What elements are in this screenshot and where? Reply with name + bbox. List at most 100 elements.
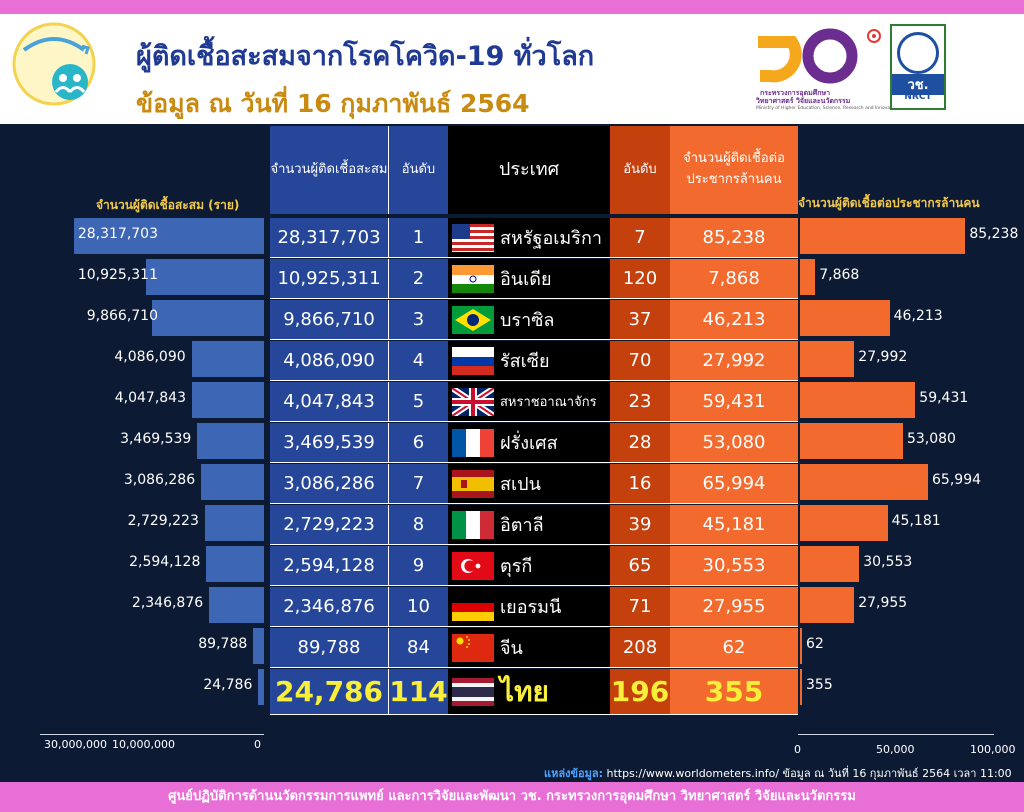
per-million-bar	[800, 300, 890, 336]
cases-bar	[145, 259, 264, 295]
right-x-axis	[798, 734, 994, 735]
italy-flag-icon	[452, 510, 494, 539]
cell-rank-per-million: 28	[610, 423, 670, 463]
right-tick-3: 100,000	[970, 743, 1016, 756]
cell-per-million: 62	[670, 628, 798, 668]
per-million-bar-label: 62	[806, 636, 824, 652]
page-subtitle: ข้อมูล ณ วันที่ 16 กุมภาพันธ์ 2564	[136, 89, 530, 118]
table-row: 3,086,286 7 สเปน 16 65,994	[270, 464, 798, 504]
per-million-bar	[800, 546, 860, 582]
cases-bar	[258, 669, 264, 705]
brazil-flag-icon	[452, 305, 494, 334]
cell-country: เยอรมนี	[448, 587, 610, 627]
left-tick-1: 30,000,000	[44, 738, 107, 751]
cell-per-million: 27,992	[670, 341, 798, 381]
nrct-seal-icon	[897, 32, 939, 74]
cell-rank: 6	[388, 423, 448, 463]
cell-rank-per-million: 208	[610, 628, 670, 668]
cell-rank: 3	[388, 300, 448, 340]
nrct-english: NRCT	[904, 92, 932, 102]
cases-bar-label: 10,925,311	[77, 267, 158, 283]
cell-rank: 84	[388, 628, 448, 668]
right-axis-title: จำนวนผู้ติดเชื้อต่อประชากรล้านคน	[798, 196, 980, 210]
header-country: ประเทศ	[448, 126, 610, 214]
table-row: 4,086,090 4 รัสเซีย 70 27,992	[270, 341, 798, 381]
per-million-bar	[800, 587, 855, 623]
per-million-bar-label: 46,213	[893, 308, 943, 324]
left-tick-3: 0	[254, 738, 261, 751]
country-name: อินเดีย	[500, 269, 552, 290]
source-label: แหล่งข้อมูล:	[544, 767, 603, 780]
table-row: 9,866,710 3 บราซิล 37 46,213	[270, 300, 798, 340]
people-globe-icon	[12, 22, 96, 106]
header-cumulative: จำนวนผู้ติดเชื้อสะสม	[270, 126, 388, 214]
cell-cases: 3,469,539	[270, 423, 388, 463]
per-million-bar	[800, 423, 903, 459]
cases-bar-label: 4,047,843	[114, 390, 186, 406]
cell-rank: 2	[388, 259, 448, 299]
ministry-name-2: วิทยาศาสตร์ วิจัยและนวัตกรรม	[756, 97, 851, 105]
per-million-bar-label: 85,238	[969, 226, 1019, 242]
cases-bar-label: 2,346,876	[131, 595, 204, 611]
cases-bar	[197, 423, 264, 459]
cell-rank: 9	[388, 546, 448, 586]
per-million-bar-label: 27,955	[858, 595, 908, 611]
cases-bar	[192, 382, 264, 418]
header-per-million: จำนวนผู้ติดเชื้อต่อประชากรล้านคน	[670, 126, 798, 214]
usa-flag-icon	[452, 223, 494, 252]
cell-rank-per-million: 37	[610, 300, 670, 340]
cell-per-million: 59,431	[670, 382, 798, 422]
cell-country: สหรัฐอเมริกา	[448, 218, 610, 258]
germany-flag-icon	[452, 592, 494, 621]
cell-cases: 2,729,223	[270, 505, 388, 545]
country-name: เยอรมนี	[500, 597, 562, 618]
per-million-bar	[800, 218, 966, 254]
header-rank-per-million: อันดับ	[610, 126, 670, 214]
country-name: อิตาลี	[500, 515, 544, 536]
cases-bar-label: 9,866,710	[86, 308, 158, 324]
top-band	[0, 0, 1024, 14]
country-name: ไทย	[500, 674, 549, 708]
nrct-thai: วช.	[892, 74, 944, 95]
per-million-bar-label: 59,431	[919, 390, 969, 406]
data-table: จำนวนผู้ติดเชื้อสะสม อันดับ ประเทศ อันดั…	[270, 126, 798, 720]
india-flag-icon	[452, 264, 494, 293]
table-row: 24,786 114 ไทย 196 355	[270, 669, 798, 715]
cell-per-million: 53,080	[670, 423, 798, 463]
cell-country: ตุรกี	[448, 546, 610, 586]
ministry-name-en: Ministry of Higher Education, Science, R…	[756, 106, 899, 111]
per-million-bar	[800, 259, 816, 295]
per-million-bar-label: 45,181	[891, 513, 941, 529]
per-million-bar-label: 355	[806, 677, 833, 693]
per-million-bar-label: 53,080	[906, 431, 956, 447]
cell-rank: 4	[388, 341, 448, 381]
spain-flag-icon	[452, 469, 494, 498]
cell-rank-per-million: 16	[610, 464, 670, 504]
left-tick-2: 10,000,000	[112, 738, 175, 751]
country-name: สหรัฐอเมริกา	[500, 228, 602, 249]
table-row: 10,925,311 2 อินเดีย 120 7,868	[270, 259, 798, 299]
cases-bar	[201, 464, 264, 500]
cases-bar-label: 89,788	[198, 636, 248, 652]
cell-per-million: 65,994	[670, 464, 798, 504]
left-axis-title: จำนวนผู้ติดเชื้อสะสม (ราย)	[96, 198, 240, 212]
france-flag-icon	[452, 428, 494, 457]
china-flag-icon	[452, 633, 494, 662]
header: ผู้ติดเชื้อสะสมจากโรคโควิด-19 ทั่วโลก ข้…	[0, 14, 1024, 124]
cell-cases: 10,925,311	[270, 259, 388, 299]
country-name: สเปน	[500, 474, 541, 495]
cell-rank-per-million: 39	[610, 505, 670, 545]
thailand-flag-icon	[452, 677, 494, 706]
table-row: 4,047,843 5 สหราชอาณาจักร 23 59,431	[270, 382, 798, 422]
turkey-flag-icon	[452, 551, 494, 580]
cases-bar-label: 3,086,286	[123, 472, 196, 488]
cases-bar-label: 2,594,128	[129, 554, 201, 570]
cases-bar-label: 2,729,223	[127, 513, 199, 529]
cell-per-million: 85,238	[670, 218, 798, 258]
footer: ศูนย์ปฏิบัติการด้านนวัตกรรมการแพทย์ และก…	[0, 782, 1024, 812]
cell-cases: 4,086,090	[270, 341, 388, 381]
cell-rank-per-million: 23	[610, 382, 670, 422]
table-row: 28,317,703 1 สหรัฐอเมริกา 7 85,238	[270, 218, 798, 258]
per-million-bar-label: 7,868	[819, 267, 860, 283]
cases-bar	[206, 546, 264, 582]
